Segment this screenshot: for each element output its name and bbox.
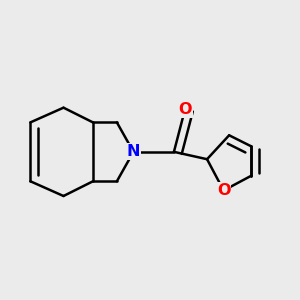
Text: O: O (178, 102, 192, 117)
Text: O: O (217, 183, 230, 198)
Text: N: N (127, 144, 140, 159)
